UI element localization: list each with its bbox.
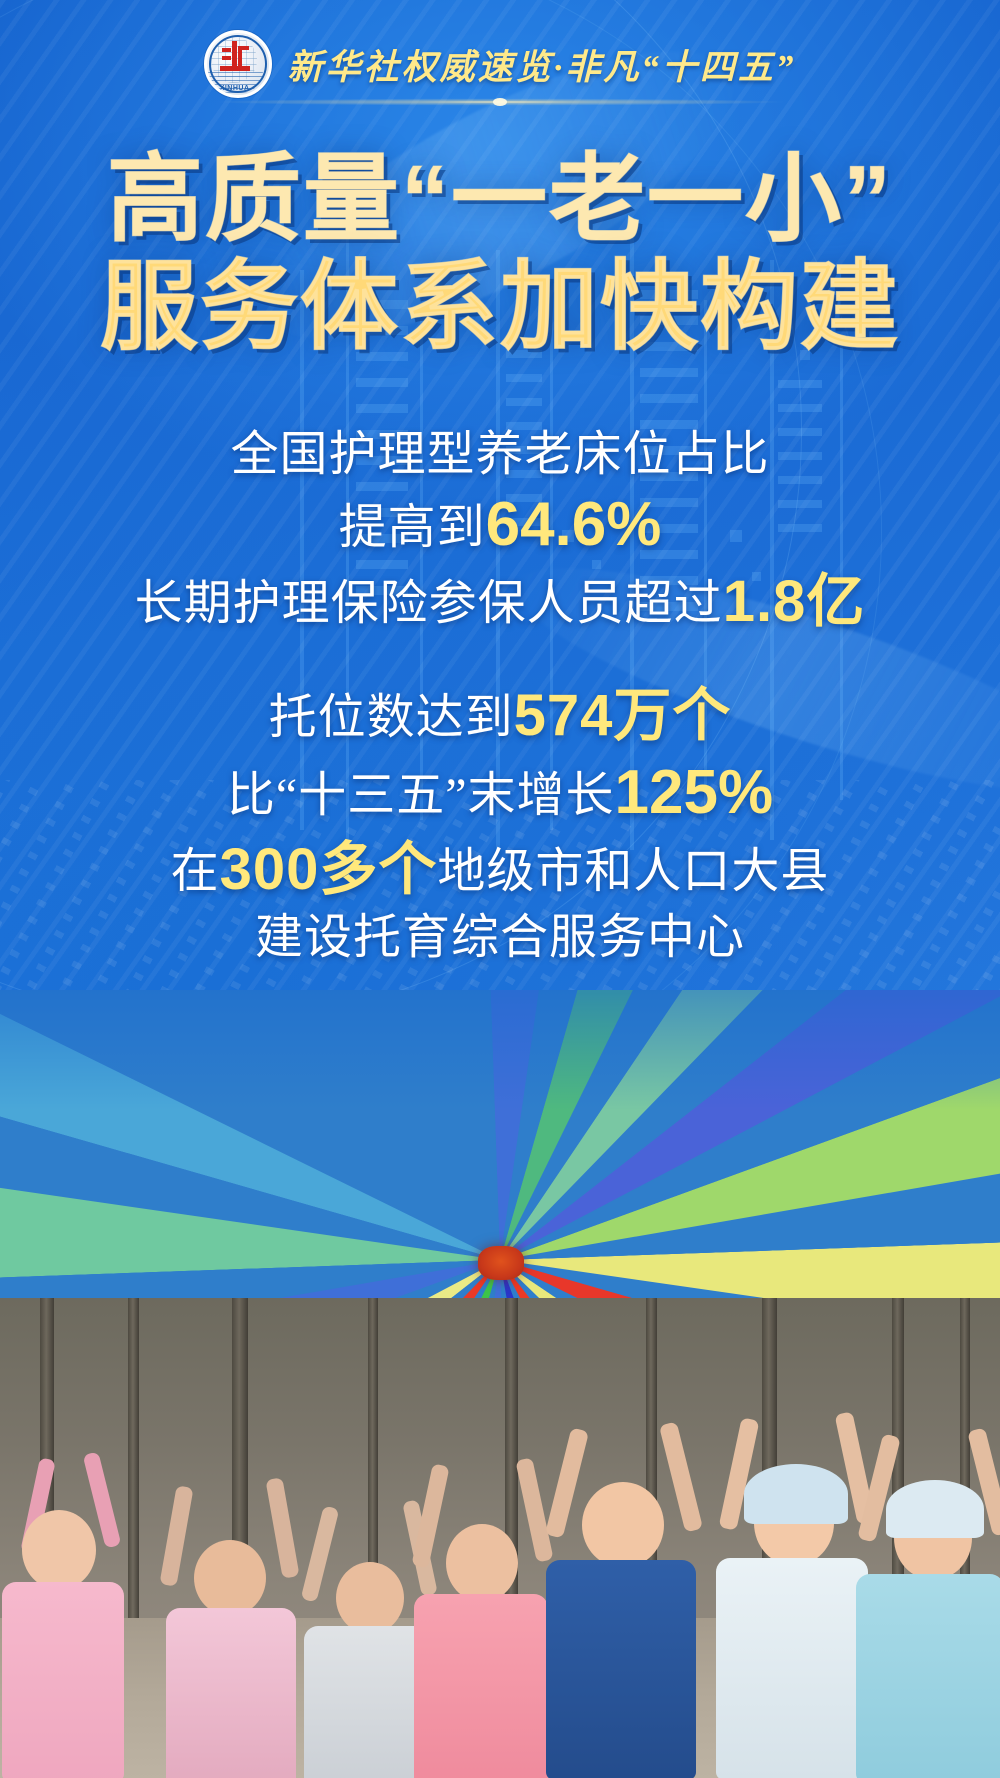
- tree-trunk: [128, 1298, 139, 1628]
- child-coat: [2, 1582, 124, 1778]
- child-head: [582, 1482, 664, 1568]
- stat-4-value: 574万个: [513, 683, 732, 749]
- child-arm: [658, 1421, 704, 1533]
- child-figure: [296, 1478, 446, 1778]
- child-cap: [744, 1464, 848, 1524]
- xinhua-news-agency-logo: XINHUA: [203, 30, 272, 98]
- header-bar: XINHUA 新华社权威速览·非凡“十四五”: [0, 22, 1000, 106]
- children-group: [0, 1298, 1000, 1778]
- circuit-pattern-decoration: [300, 230, 860, 850]
- header-divider: [175, 98, 825, 106]
- stat-2-value: 64.6%: [485, 490, 662, 560]
- tree-trunk: [960, 1298, 970, 1593]
- child-figure: [846, 1427, 1000, 1778]
- stat-3-value: 1.8亿: [722, 568, 866, 634]
- stat-line-5: 比“十三五”末增长125%: [0, 753, 1000, 832]
- child-figure: [532, 1421, 707, 1778]
- child-coat: [856, 1574, 1000, 1778]
- parachute-center-knot: [478, 1246, 524, 1280]
- child-head: [336, 1562, 404, 1634]
- stat-3-prefix: 长期护理保险参保人员超过: [134, 576, 723, 630]
- stat-line-2: 提高到64.6%: [0, 485, 1000, 564]
- stat-6-suffix: 地级市和人口大县: [437, 844, 830, 898]
- child-cap: [886, 1480, 984, 1538]
- tree-trunk: [368, 1298, 378, 1618]
- stat-6-value: 300多个: [219, 836, 438, 902]
- stat-line-6: 在300多个地级市和人口大县: [0, 833, 1000, 907]
- child-coat: [304, 1626, 434, 1778]
- child-coat: [716, 1558, 868, 1778]
- stat-line-1: 全国护理型养老床位占比: [0, 424, 1000, 485]
- stat-2-prefix: 提高到: [338, 501, 486, 555]
- tree-trunk: [232, 1298, 248, 1588]
- stat-1-prefix: 全国护理型养老床位占比: [230, 428, 770, 481]
- stat-5-prefix: 比“十三五”末增长: [226, 769, 615, 823]
- child-coat: [546, 1560, 696, 1778]
- children-playing-parachute-photo: [0, 990, 1000, 1778]
- child-head: [194, 1540, 266, 1616]
- child-arm: [300, 1505, 340, 1603]
- child-figure: [0, 1448, 140, 1778]
- child-head: [446, 1524, 518, 1602]
- header-title: 新华社权威速览·非凡“十四五”: [287, 47, 797, 87]
- poster-title: 高质量“一老一小” 服务体系加快构建: [0, 146, 1000, 361]
- child-arm: [265, 1477, 300, 1579]
- child-figure: [400, 1457, 560, 1778]
- stat-5-value: 125%: [614, 758, 774, 828]
- statistics-block: 全国护理型养老床位占比 提高到64.6% 长期护理保险参保人员超过1.8亿 托位…: [0, 424, 1000, 968]
- child-figure: [700, 1411, 880, 1778]
- stat-4-prefix: 托位数达到: [268, 691, 514, 745]
- logo-ring: [208, 35, 267, 93]
- stat-6-prefix: 在: [170, 844, 220, 898]
- stat-line-4: 托位数达到574万个: [0, 679, 1000, 753]
- child-head: [22, 1510, 96, 1590]
- child-arm: [159, 1485, 194, 1587]
- child-arm: [411, 1463, 450, 1569]
- stat-line-3: 长期护理保险参保人员超过1.8亿: [0, 565, 1000, 639]
- child-coat: [414, 1594, 548, 1778]
- title-line-1: 高质量“一老一小”: [107, 146, 893, 253]
- stat-line-7: 建设托育综合服务中心: [0, 907, 1000, 968]
- child-coat: [166, 1608, 296, 1778]
- child-figure: [150, 1468, 310, 1778]
- title-line-2: 服务体系加快构建: [99, 250, 900, 361]
- tree-trunk: [646, 1298, 657, 1608]
- logo-wordmark: XINHUA: [219, 85, 250, 92]
- stats-spacer: [0, 639, 1000, 679]
- tree-trunk: [505, 1298, 518, 1598]
- stat-7-prefix: 建设托育综合服务中心: [254, 910, 745, 964]
